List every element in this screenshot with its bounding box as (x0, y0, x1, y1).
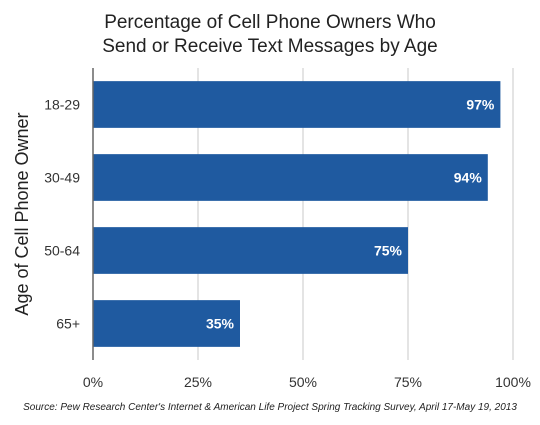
axes: 0% 25% 50% 75% 100% 18-29 30-49 50-64 65+ (44, 68, 531, 390)
category-label: 65+ (56, 316, 80, 332)
bar-data-label: 35% (206, 316, 235, 332)
x-tick-label: 100% (495, 374, 531, 390)
category-label: 50-64 (44, 243, 80, 259)
x-tick-label: 50% (289, 374, 317, 390)
x-tick-label: 25% (184, 374, 212, 390)
source-note: Source: Pew Research Center's Internet &… (23, 402, 517, 413)
bar-data-label: 97% (466, 97, 495, 113)
bars: 97% 94% 75% 35% (93, 81, 501, 347)
x-tick-label: 0% (83, 374, 103, 390)
category-label: 30-49 (44, 170, 80, 186)
y-axis-label: Age of Cell Phone Owner (12, 112, 32, 315)
bar (93, 227, 408, 274)
chart-title-line-2: Send or Receive Text Messages by Age (102, 36, 438, 57)
category-label: 18-29 (44, 97, 80, 113)
bar-data-label: 94% (454, 170, 483, 186)
bar-data-label: 75% (374, 243, 403, 259)
bar (93, 300, 240, 347)
x-tick-label: 75% (394, 374, 422, 390)
bar (93, 154, 488, 201)
chart-title-line-1: Percentage of Cell Phone Owners Who (104, 12, 436, 33)
bar (93, 81, 501, 128)
